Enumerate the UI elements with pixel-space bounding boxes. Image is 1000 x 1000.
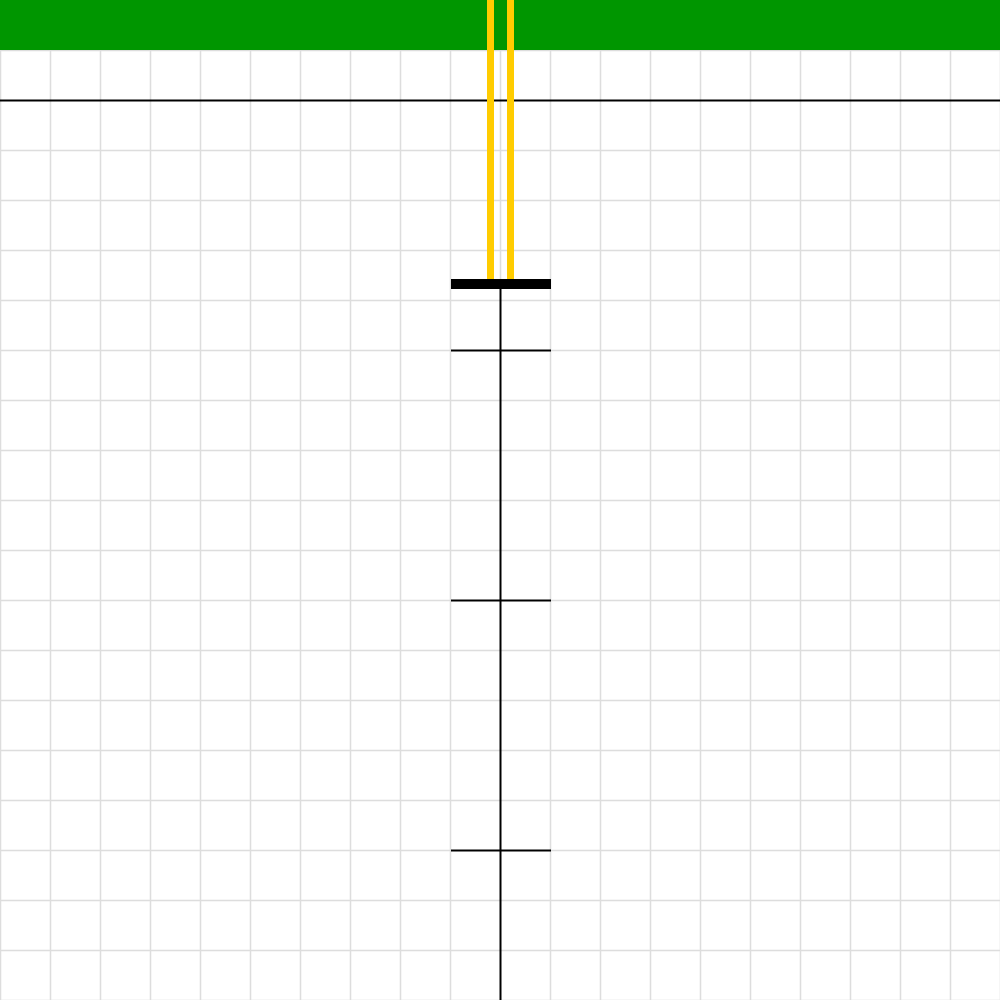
lane-markers	[487, 0, 514, 279]
stop-bar	[451, 279, 551, 289]
goal-zone	[0, 0, 1000, 50]
track-ticks	[451, 349, 551, 852]
